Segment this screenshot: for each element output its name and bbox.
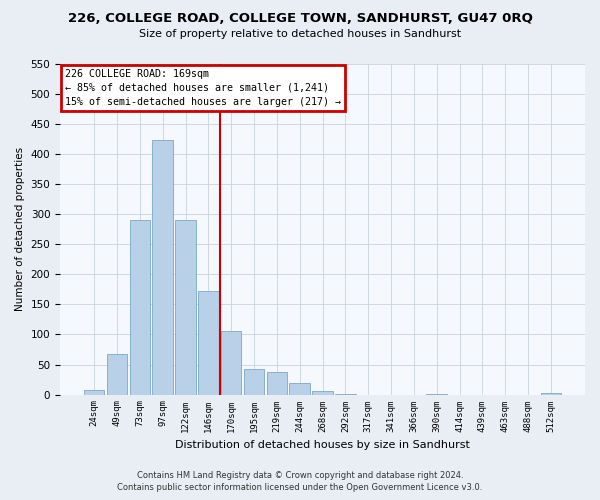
Bar <box>175 220 196 394</box>
Bar <box>266 372 287 394</box>
Text: 226, COLLEGE ROAD, COLLEGE TOWN, SANDHURST, GU47 0RQ: 226, COLLEGE ROAD, COLLEGE TOWN, SANDHUR… <box>68 12 532 26</box>
Bar <box>244 368 264 394</box>
Bar <box>152 140 173 394</box>
Text: Size of property relative to detached houses in Sandhurst: Size of property relative to detached ho… <box>139 29 461 39</box>
Bar <box>289 383 310 394</box>
Bar <box>130 220 150 394</box>
Bar <box>107 354 127 395</box>
Bar <box>312 391 333 394</box>
Bar <box>198 290 218 395</box>
Text: Contains HM Land Registry data © Crown copyright and database right 2024.
Contai: Contains HM Land Registry data © Crown c… <box>118 471 482 492</box>
Bar <box>84 390 104 394</box>
Bar <box>221 332 241 394</box>
Text: 226 COLLEGE ROAD: 169sqm
← 85% of detached houses are smaller (1,241)
15% of sem: 226 COLLEGE ROAD: 169sqm ← 85% of detach… <box>65 69 341 107</box>
Y-axis label: Number of detached properties: Number of detached properties <box>15 147 25 312</box>
Bar <box>541 393 561 394</box>
X-axis label: Distribution of detached houses by size in Sandhurst: Distribution of detached houses by size … <box>175 440 470 450</box>
